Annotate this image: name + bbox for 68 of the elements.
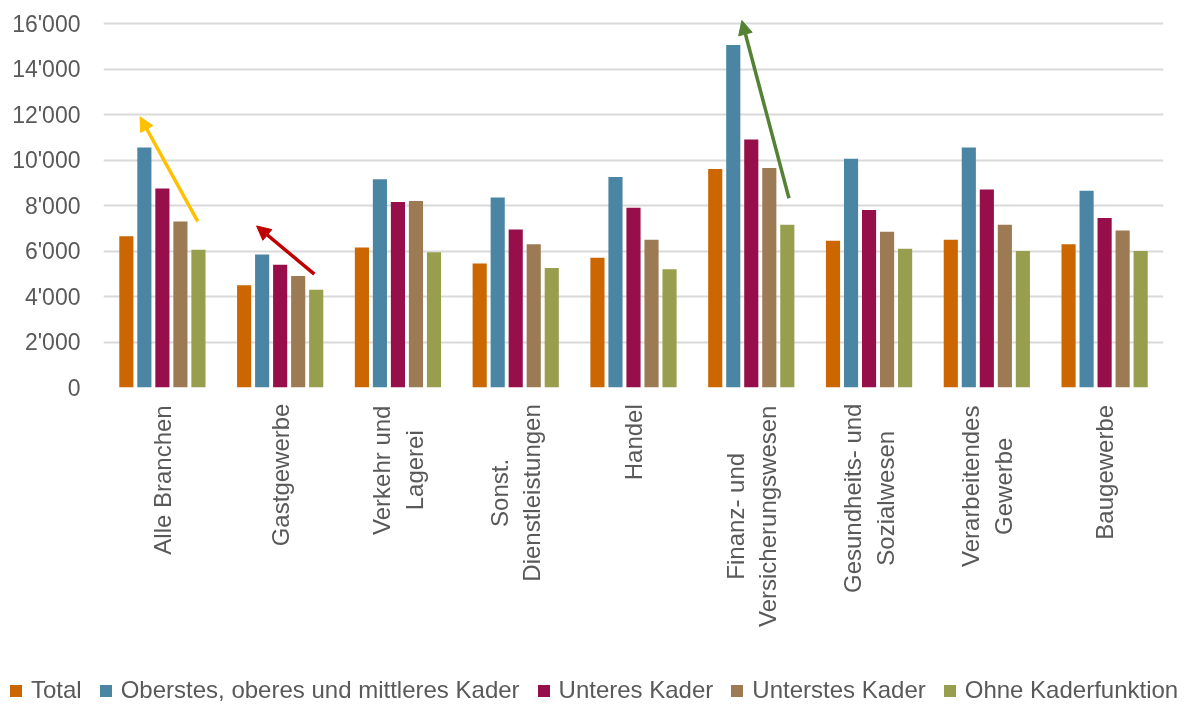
y-tick-label: 8'000: [24, 192, 81, 219]
bar: [273, 264, 288, 388]
y-tick-label: 12'000: [12, 101, 81, 128]
x-tick-label: Verarbeitendes Gewerbe: [957, 405, 1017, 567]
bar: [943, 239, 958, 388]
bar: [979, 189, 994, 388]
bar: [526, 244, 541, 388]
y-tick-label: 16'000: [12, 10, 81, 37]
bar: [825, 240, 841, 388]
bar: [472, 263, 487, 388]
bar: [997, 224, 1012, 388]
bar: [155, 188, 170, 388]
y-tick-label: 10'000: [12, 147, 81, 173]
bar: [880, 231, 895, 388]
y-tick-label: 2'000: [24, 329, 81, 355]
bar: [861, 210, 877, 388]
bar: [1079, 190, 1094, 388]
bar: [309, 289, 324, 388]
x-tick-label: Finanz- und Versicherungswesen: [721, 405, 781, 627]
bar: [961, 147, 976, 388]
legend-label: Unterstes Kader: [752, 676, 926, 704]
bar: [1061, 244, 1076, 388]
bar: [1133, 251, 1148, 388]
bar: [898, 248, 913, 388]
bar: [843, 158, 859, 388]
bar: [1115, 230, 1130, 388]
bar: [237, 285, 252, 388]
bar: [726, 45, 741, 388]
legend-label: Oberstes, oberes und mittleres Kader: [120, 676, 520, 704]
bar: [780, 224, 795, 388]
bar: [708, 169, 723, 388]
bar: [662, 269, 677, 388]
bar: [490, 197, 505, 388]
legend-label: Ohne Kaderfunktion: [964, 676, 1179, 704]
x-tick-label: Baugewerbe: [1091, 404, 1119, 540]
bar: [426, 252, 442, 388]
bar: [590, 257, 605, 388]
bar: [1097, 218, 1112, 388]
bar: [191, 249, 206, 388]
bar: [608, 177, 623, 388]
bar: [291, 276, 306, 388]
bar: [744, 139, 759, 388]
bar: [119, 236, 134, 388]
x-tick-label: Verkehr und Lagerei: [368, 405, 428, 535]
y-tick-label: 4'000: [24, 283, 81, 310]
x-tick-label: Gesundheits- und Sozialwesen: [839, 403, 899, 594]
x-tick-label: Alle Branchen: [148, 405, 176, 555]
bar: [644, 239, 659, 388]
y-tick-label: 6'000: [24, 238, 81, 264]
bar: [390, 202, 406, 388]
legend-label: Unteres Kader: [558, 676, 714, 704]
bar: [173, 221, 188, 388]
x-tick-label: Sonst. Dienstleistungen: [486, 404, 546, 582]
bar: [1015, 251, 1030, 388]
bar: [626, 207, 641, 388]
bar: [762, 167, 777, 388]
y-tick-label: 0: [67, 374, 81, 401]
legend-label: Total: [31, 676, 82, 704]
bar: [408, 200, 424, 388]
x-tick-label: Gastgewerbe: [266, 403, 294, 547]
bar: [255, 254, 270, 388]
x-tick-label: Handel: [620, 404, 647, 481]
bar: [137, 147, 152, 388]
bar: [372, 179, 387, 388]
bar: [508, 229, 523, 388]
bar: [354, 247, 369, 388]
y-tick-label: 14'000: [12, 56, 81, 82]
bar: [544, 268, 559, 388]
